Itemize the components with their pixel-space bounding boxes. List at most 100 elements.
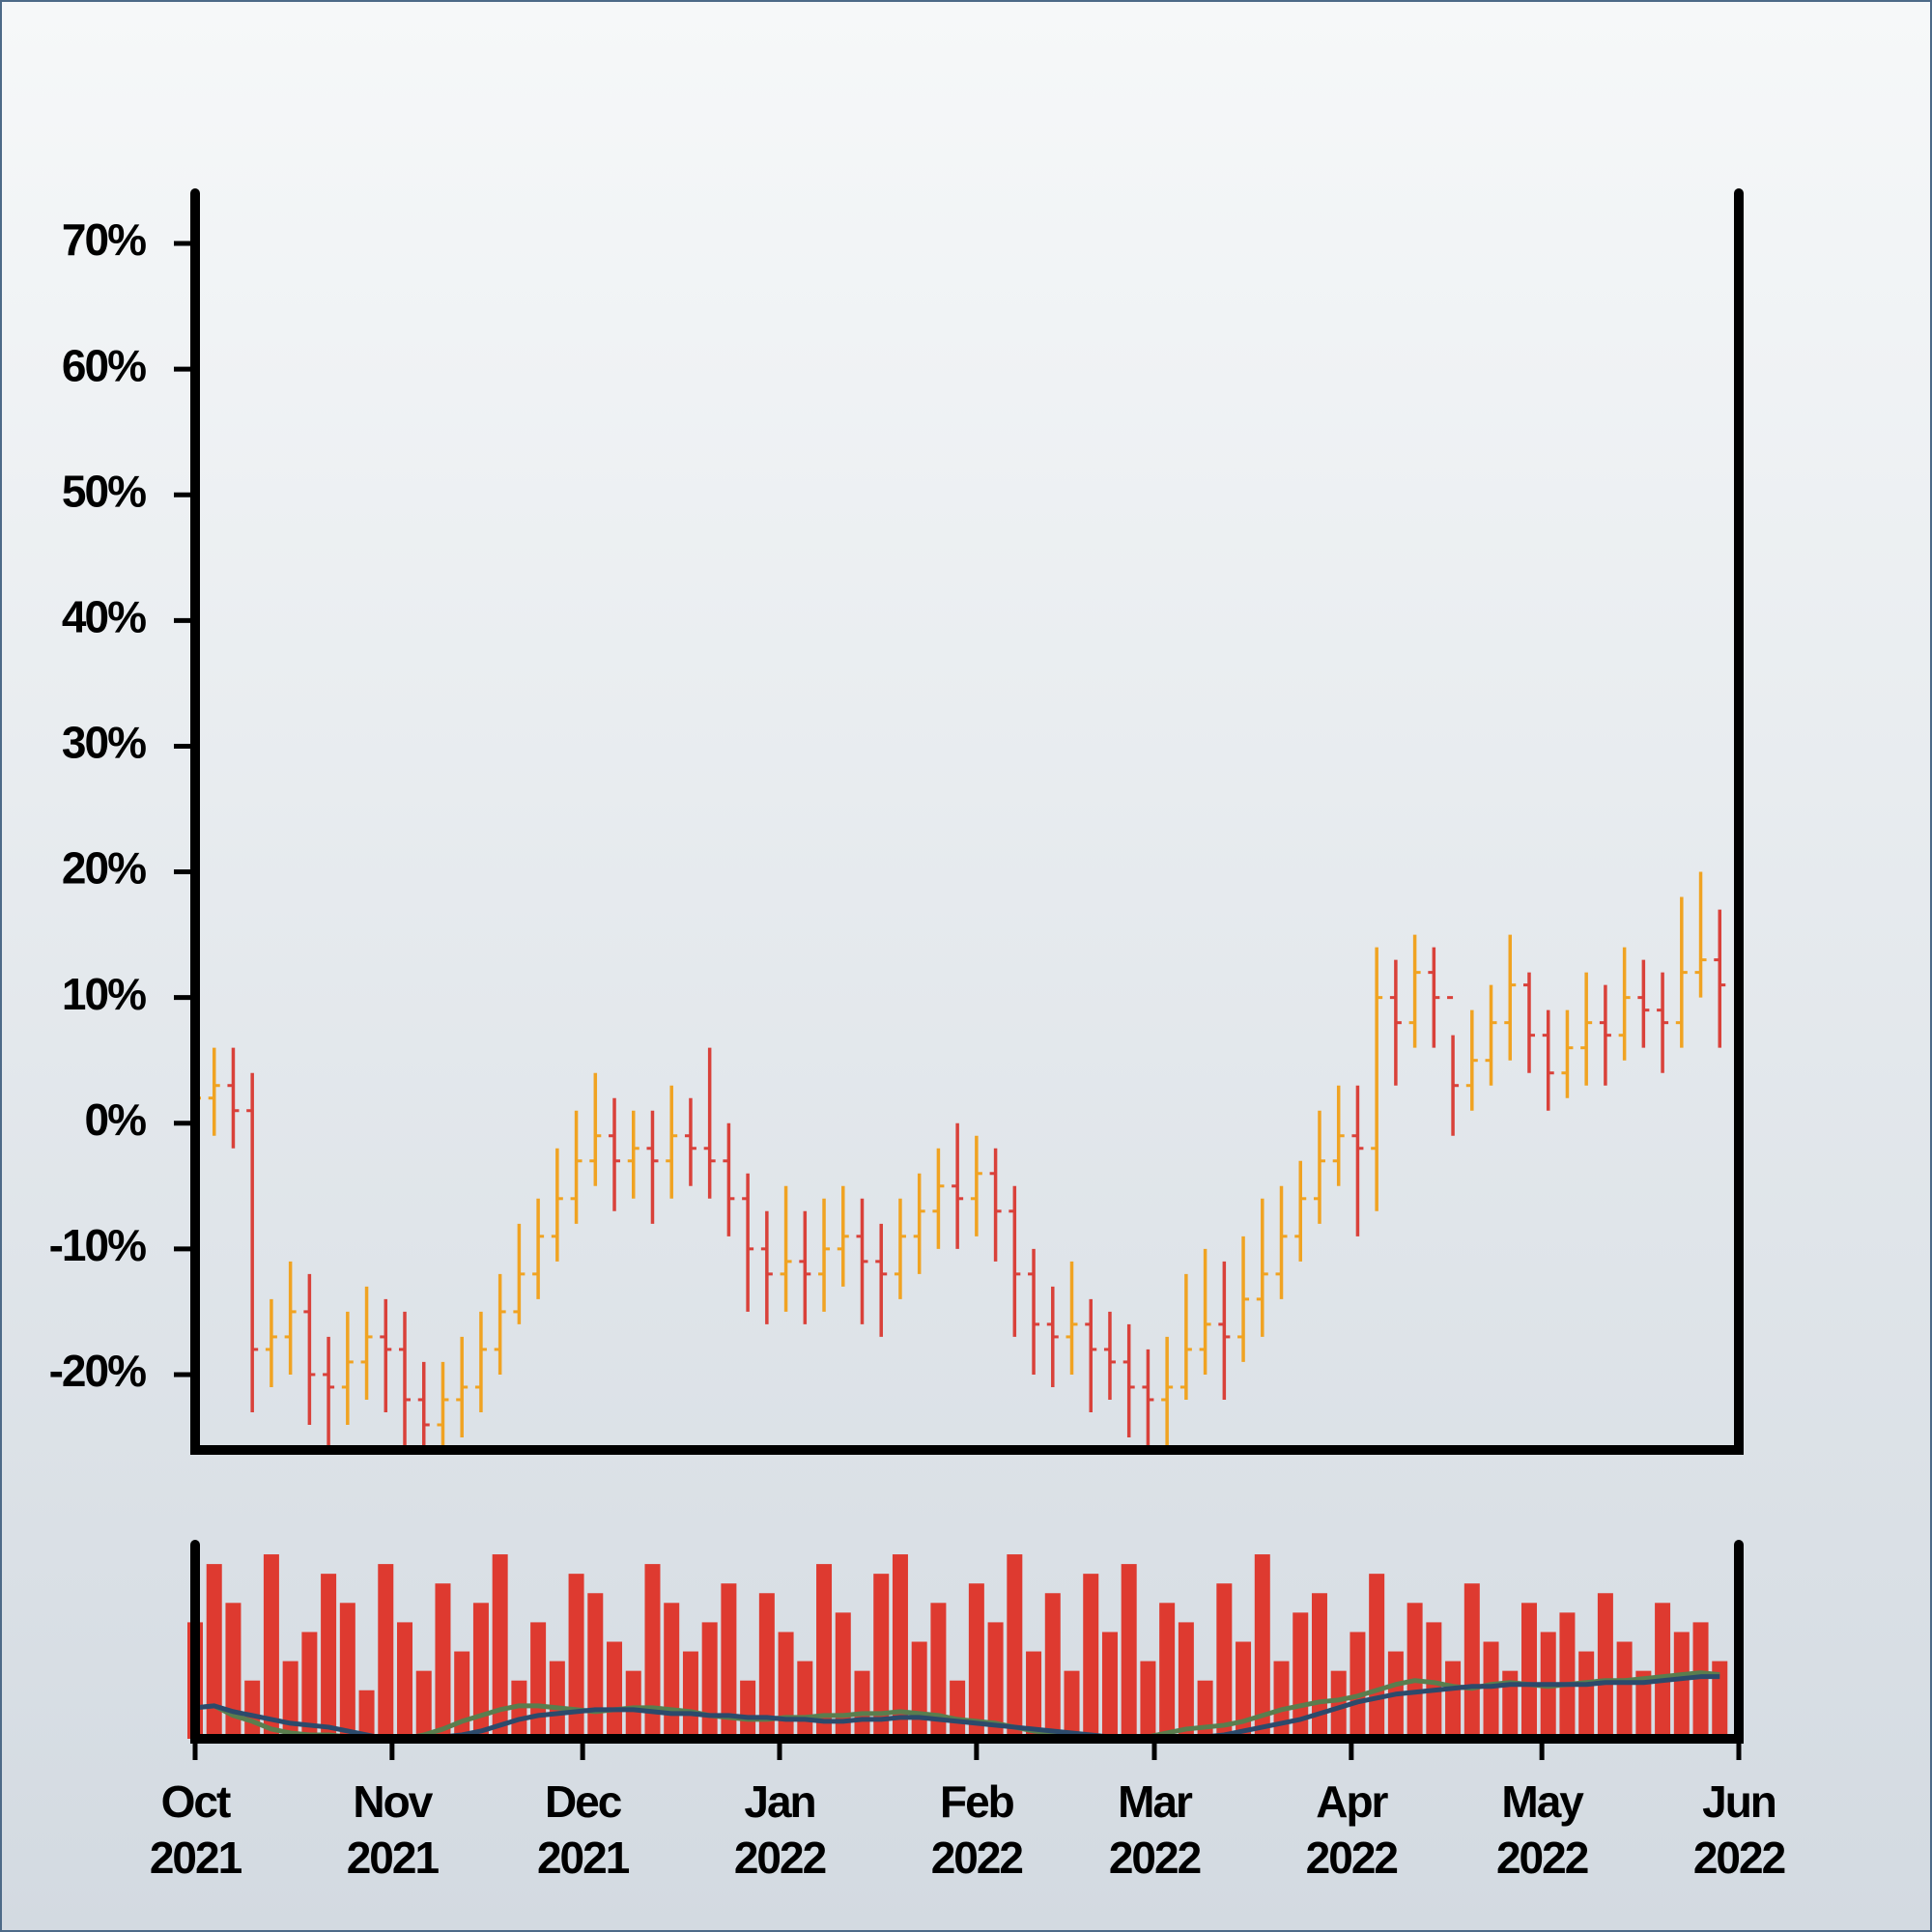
- volume-bar: [778, 1632, 794, 1739]
- y-tick-label: 0%: [85, 1094, 147, 1145]
- volume-bar: [987, 1622, 1004, 1739]
- volume-bar: [454, 1651, 470, 1739]
- x-tick-label: Mar 2022: [1108, 1776, 1202, 1883]
- volume-bar: [1635, 1670, 1652, 1739]
- volume-bar: [1616, 1641, 1633, 1739]
- volume-bar: [930, 1603, 947, 1739]
- volume-bar: [1044, 1593, 1061, 1739]
- y-tick-label: 40%: [62, 591, 146, 641]
- y-tick-label: 50%: [62, 466, 146, 516]
- volume-bar: [1140, 1661, 1156, 1739]
- y-tick-label: 30%: [62, 718, 146, 768]
- y-tick-label: 10%: [62, 969, 146, 1019]
- volume-bar: [511, 1680, 527, 1739]
- volume-bar: [1101, 1632, 1118, 1739]
- volume-bar: [244, 1680, 261, 1739]
- volume-bar: [873, 1574, 890, 1739]
- volume-bar: [664, 1603, 680, 1739]
- volume-bar: [682, 1651, 698, 1739]
- x-tick-label: Oct 2021: [149, 1776, 242, 1883]
- volume-bar: [892, 1554, 908, 1739]
- volume-bar: [816, 1564, 833, 1739]
- price-plot: [195, 871, 1726, 1450]
- volume-bar: [1578, 1651, 1595, 1739]
- volume-bar: [835, 1612, 851, 1739]
- volume-bar: [911, 1641, 927, 1739]
- volume-bar: [1655, 1603, 1671, 1739]
- volume-bar: [968, 1583, 984, 1739]
- volume-bar: [1178, 1622, 1194, 1739]
- volume-bar: [301, 1632, 318, 1739]
- volume-bar: [1673, 1632, 1690, 1739]
- volume-bar: [339, 1603, 355, 1739]
- x-tick-label: Apr 2022: [1305, 1776, 1399, 1883]
- x-tick-label: Jan 2022: [733, 1776, 827, 1883]
- volume-bar: [225, 1603, 242, 1739]
- volume-bar: [1597, 1593, 1613, 1739]
- x-tick-label: Feb 2022: [930, 1776, 1024, 1883]
- volume-bar: [950, 1680, 966, 1739]
- volume-bar: [1502, 1670, 1519, 1739]
- volume-bar: [721, 1583, 737, 1739]
- volume-bar: [568, 1574, 584, 1739]
- volume-bar: [378, 1564, 394, 1739]
- volume-bar: [1520, 1603, 1537, 1739]
- volume-bar: [740, 1680, 756, 1739]
- volume-bar: [1197, 1680, 1213, 1739]
- volume-bar: [1216, 1583, 1233, 1739]
- volume-bar: [549, 1661, 565, 1739]
- volume-bar: [263, 1554, 279, 1739]
- volume-bar: [644, 1564, 661, 1739]
- volume-bar: [435, 1583, 451, 1739]
- y-tick-label: -20%: [49, 1346, 146, 1396]
- x-tick-label: Dec 2021: [536, 1776, 630, 1883]
- volume-bar: [1121, 1564, 1137, 1739]
- volume-bar: [607, 1641, 623, 1739]
- volume-bar: [1026, 1651, 1042, 1739]
- axis-frame: [190, 1540, 1744, 1744]
- volume-bar: [1330, 1670, 1347, 1739]
- x-tick-label: May 2022: [1495, 1776, 1589, 1883]
- x-tick-label: Nov 2021: [346, 1776, 440, 1883]
- volume-bar: [321, 1574, 337, 1739]
- volume-bar: [1083, 1574, 1099, 1739]
- y-tick-label: 70%: [62, 214, 146, 265]
- volume-bar: [1369, 1574, 1385, 1739]
- volume-bar: [1692, 1622, 1709, 1739]
- volume-bar: [1559, 1612, 1576, 1739]
- volume-bar: [415, 1670, 432, 1739]
- volume-bar: [1007, 1554, 1023, 1739]
- volume-bar: [1406, 1603, 1423, 1739]
- y-tick-label: -10%: [49, 1220, 146, 1270]
- volume-bar: [587, 1593, 604, 1739]
- volume-bar: [492, 1554, 508, 1739]
- x-tick-label: Jun 2022: [1692, 1776, 1786, 1883]
- volume-bar: [1483, 1641, 1499, 1739]
- volume-bar: [854, 1670, 870, 1739]
- axis-frame: [190, 188, 1744, 1455]
- y-tick-label: 60%: [62, 340, 146, 390]
- volume-plot: [187, 1554, 1728, 1742]
- volume-bar: [625, 1670, 641, 1739]
- volume-bar: [472, 1603, 489, 1739]
- volume-bar: [1712, 1661, 1728, 1739]
- volume-bar: [1445, 1661, 1462, 1739]
- volume-bar: [397, 1622, 413, 1739]
- volume-bar: [1254, 1554, 1270, 1739]
- volume-bar: [206, 1564, 222, 1739]
- volume-bar: [701, 1622, 718, 1739]
- volume-bar: [1350, 1632, 1366, 1739]
- volume-bar: [758, 1593, 775, 1739]
- volume-bar: [1064, 1670, 1080, 1739]
- volume-bar: [1236, 1641, 1252, 1739]
- volume-bar: [530, 1622, 547, 1739]
- volume-bar: [358, 1690, 375, 1739]
- volume-bar: [797, 1661, 813, 1739]
- volume-bar: [282, 1661, 298, 1739]
- volume-bar: [1273, 1661, 1290, 1739]
- volume-bar: [1463, 1583, 1480, 1739]
- axes: -20% -10% 0% 10% 20% 30% 40% 50% 60% 70%: [49, 188, 1744, 1760]
- volume-bar: [1159, 1603, 1176, 1739]
